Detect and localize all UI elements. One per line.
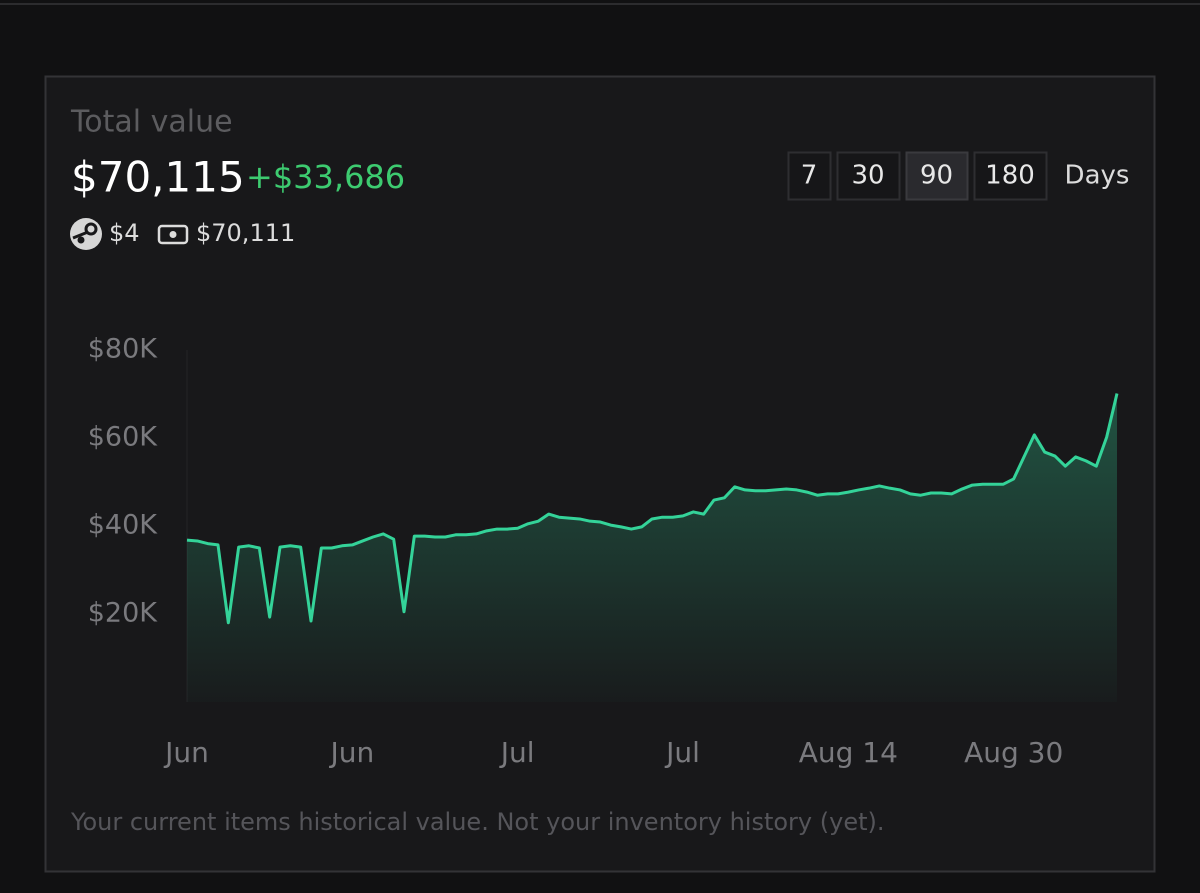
cash-value: $70,111 (196, 219, 295, 247)
y-tick-label: $20K (88, 598, 159, 629)
range-button[interactable] (973, 151, 1048, 201)
range-unit: Days (1065, 161, 1130, 191)
range-button-label[interactable]: 30 (851, 161, 884, 191)
value-change: +$33,686 (246, 158, 405, 196)
footer-note: Your current items historical value. Not… (70, 808, 884, 836)
x-tick-label: Jul (664, 736, 700, 769)
range-button-label[interactable]: 180 (985, 161, 1035, 191)
x-tick-label: Jul (499, 736, 535, 769)
area-fill (187, 393, 1117, 702)
cash-icon (157, 224, 189, 245)
x-tick-label: Aug 14 (799, 736, 898, 769)
chart: $20K $40K $60K $80K Jun Jun Jul Jul Aug 14 Aug 30 (88, 334, 1119, 769)
range-button[interactable] (787, 151, 832, 201)
range-button-label[interactable]: 7 (801, 161, 818, 191)
range-button[interactable] (905, 151, 969, 201)
x-tick-label: Jun (163, 736, 209, 769)
y-tick-label: $60K (88, 422, 159, 453)
x-tick-label: Aug 30 (964, 736, 1063, 769)
range-button[interactable] (836, 151, 901, 201)
steam-value: $4 (109, 219, 140, 247)
steam-icon (70, 218, 102, 250)
range-selector: 7 30 90 180 (787, 151, 1048, 201)
x-tick-label: Jun (328, 736, 374, 769)
y-tick-label: $80K (88, 334, 159, 365)
y-tick-label: $40K (88, 510, 159, 541)
card-title: Total value (70, 105, 233, 140)
range-button-label[interactable]: 90 (920, 161, 953, 191)
card (44, 75, 1156, 873)
value-line (186, 393, 1119, 625)
total-value: $70,115 (71, 153, 245, 202)
